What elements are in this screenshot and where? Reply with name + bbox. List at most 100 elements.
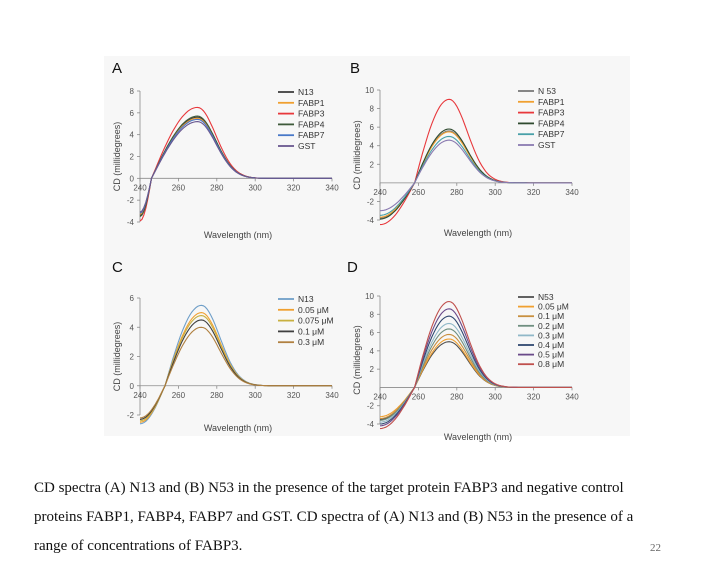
y-tick-label: 4 (130, 131, 135, 140)
x-tick-label: 340 (565, 392, 579, 401)
y-tick-label: 2 (130, 153, 135, 162)
legend-label: 0.075 μM (298, 316, 334, 326)
legend-label: 0.3 μM (538, 330, 564, 340)
x-tick-label: 240 (133, 391, 147, 400)
x-axis-label: Wavelength (nm) (204, 423, 272, 433)
x-tick-label: 240 (373, 188, 387, 197)
x-tick-label: 340 (325, 391, 339, 400)
x-tick-label: 260 (412, 188, 426, 197)
panel-label-b: B (350, 60, 361, 77)
y-tick-label: -2 (367, 197, 375, 206)
y-tick-label: 4 (370, 347, 375, 356)
y-tick-label: 10 (365, 86, 374, 95)
legend-label: N13 (298, 87, 314, 97)
legend-label: FABP7 (538, 129, 565, 139)
legend-label: GST (298, 141, 315, 151)
y-tick-label: 6 (130, 294, 135, 303)
x-tick-label: 280 (210, 183, 224, 192)
legend-label: 0.3 μM (298, 337, 324, 347)
legend-label: FABP4 (538, 118, 565, 128)
y-tick-label: 6 (130, 109, 135, 118)
legend-label: 0.05 μM (538, 302, 569, 312)
legend-label: N13 (298, 294, 314, 304)
y-tick-label: 4 (370, 142, 375, 151)
y-tick-label: -4 (367, 216, 375, 225)
series-line-gst (139, 121, 332, 213)
series-line-0-8-m (379, 300, 572, 430)
caption-line-2: proteins FABP1, FABP4, FABP7 and GST. CD… (34, 509, 634, 525)
x-tick-label: 240 (373, 392, 387, 401)
x-axis-label: Wavelength (nm) (444, 228, 512, 238)
x-tick-label: 300 (249, 391, 263, 400)
y-tick-label: 4 (130, 323, 135, 332)
y-tick-label: 8 (130, 87, 135, 96)
legend-label: 0.4 μM (538, 340, 564, 350)
x-tick-label: 260 (412, 392, 426, 401)
y-tick-label: 0 (130, 382, 135, 391)
legend-label: 0.2 μM (538, 321, 564, 331)
legend-label: FABP1 (538, 97, 565, 107)
legend-label: FABP4 (298, 119, 325, 129)
y-axis-label: CD (millidegrees) (352, 325, 362, 395)
caption-line-1: CD spectra (A) N13 and (B) N53 in the pr… (34, 480, 624, 496)
page-number: 22 (650, 542, 661, 554)
x-tick-label: 280 (450, 392, 464, 401)
x-tick-label: 340 (325, 183, 339, 192)
series-line-gst (379, 139, 572, 212)
x-tick-label: 280 (450, 188, 464, 197)
y-axis-label: CD (millidegrees) (112, 322, 122, 392)
y-tick-label: -4 (367, 420, 375, 429)
x-tick-label: 240 (133, 183, 147, 192)
y-tick-label: 6 (370, 123, 375, 132)
legend-label: FABP1 (298, 98, 325, 108)
series-line-0-3-m (139, 326, 332, 419)
panel-label-a: A (112, 60, 123, 77)
legend-label: 0.05 μM (298, 305, 329, 315)
panel-label-d: D (347, 259, 358, 276)
y-tick-label: -2 (127, 196, 135, 205)
x-tick-label: 300 (489, 188, 503, 197)
x-axis-label: Wavelength (nm) (444, 432, 512, 442)
x-tick-label: 320 (287, 183, 301, 192)
legend-label: FABP3 (298, 109, 325, 119)
legend-label: GST (538, 140, 555, 150)
legend-label: 0.1 μM (538, 311, 564, 321)
legend-label: N53 (538, 292, 554, 302)
y-tick-label: -4 (127, 218, 135, 227)
y-tick-label: 6 (370, 329, 375, 338)
y-tick-label: -2 (367, 402, 375, 411)
y-axis-label: CD (millidegrees) (112, 122, 122, 192)
y-tick-label: 2 (370, 365, 375, 374)
x-tick-label: 280 (210, 391, 224, 400)
x-tick-label: 300 (489, 392, 503, 401)
x-tick-label: 340 (565, 188, 579, 197)
legend-label: FABP7 (298, 130, 325, 140)
legend-label: FABP3 (538, 108, 565, 118)
x-tick-label: 320 (527, 392, 541, 401)
legend-label: N 53 (538, 86, 556, 96)
y-tick-label: 10 (365, 292, 374, 301)
panel-label-c: C (112, 259, 123, 276)
legend-label: 0.5 μM (538, 350, 564, 360)
legend-label: 0.8 μM (538, 359, 564, 369)
x-tick-label: 300 (249, 183, 263, 192)
y-tick-label: 0 (130, 174, 135, 183)
caption-line-3: range of concentrations of FABP3. (34, 538, 243, 554)
y-tick-label: 2 (370, 160, 375, 169)
x-tick-label: 260 (172, 391, 186, 400)
x-tick-label: 320 (527, 188, 541, 197)
y-axis-label: CD (millidegrees) (352, 120, 362, 190)
figure-caption: CD spectra (A) N13 and (B) N53 in the pr… (34, 474, 684, 561)
x-tick-label: 260 (172, 183, 186, 192)
x-tick-label: 320 (287, 391, 301, 400)
legend-label: 0.1 μM (298, 326, 324, 336)
y-tick-label: 8 (370, 105, 375, 114)
y-tick-label: 2 (130, 353, 135, 362)
y-tick-label: -2 (127, 411, 135, 420)
x-axis-label: Wavelength (nm) (204, 230, 272, 240)
y-tick-label: 8 (370, 310, 375, 319)
